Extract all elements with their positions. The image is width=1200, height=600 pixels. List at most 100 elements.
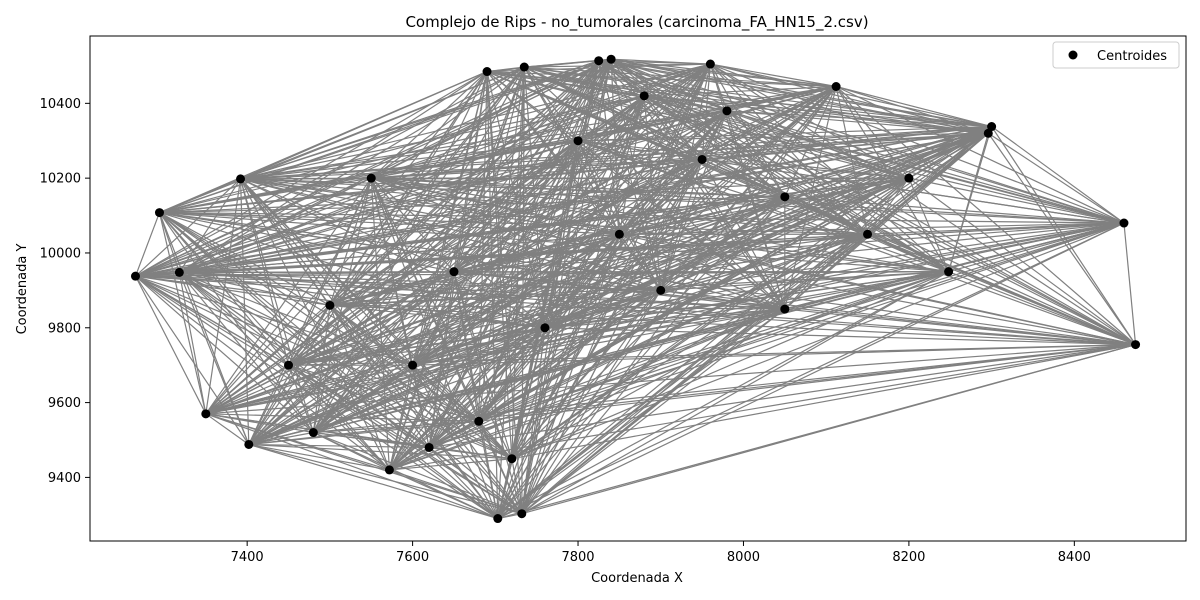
centroid-point xyxy=(130,271,140,281)
rips-edge xyxy=(313,196,786,434)
rips-edge xyxy=(288,327,546,366)
rips-edge xyxy=(179,71,488,273)
centroid-point xyxy=(780,192,790,202)
rips-edge xyxy=(544,95,645,329)
rips-edge xyxy=(313,327,546,434)
rips-edge xyxy=(544,140,579,328)
rips-edge xyxy=(288,85,837,366)
x-tick-label: 7600 xyxy=(396,550,429,565)
centroid-point xyxy=(705,59,715,69)
centroid-point xyxy=(519,62,529,72)
rips-edge xyxy=(497,196,786,519)
rips-edge xyxy=(288,289,661,366)
rips-edge xyxy=(312,178,372,433)
rips-edge xyxy=(159,212,331,306)
rips-edge xyxy=(643,95,662,291)
rips-edge xyxy=(835,85,992,128)
rips-edge xyxy=(577,140,703,161)
y-tick-label: 9600 xyxy=(48,396,81,411)
rips-edge xyxy=(497,63,711,519)
rips-edge xyxy=(288,364,523,515)
rips-edge xyxy=(288,364,513,460)
rips-edge xyxy=(248,431,314,446)
rips-edge xyxy=(577,58,612,141)
rips-edge xyxy=(521,344,1136,515)
rips-edge xyxy=(521,327,546,514)
rips-edge xyxy=(134,212,161,277)
rips-edge xyxy=(709,63,949,273)
rips-edge xyxy=(313,233,868,434)
rips-edge xyxy=(478,308,786,422)
centroid-point xyxy=(449,267,459,277)
rips-edge xyxy=(178,271,499,520)
rips-edge xyxy=(544,222,1125,329)
rips-edge xyxy=(428,446,523,515)
rips-edge xyxy=(521,308,786,515)
rips-edge xyxy=(644,95,992,128)
centroid-point xyxy=(284,360,294,370)
rips-edge xyxy=(867,222,1124,235)
rips-edge xyxy=(428,177,910,449)
rips-edges xyxy=(134,58,1137,520)
plot-frame xyxy=(89,35,1187,542)
rips-edge xyxy=(288,364,479,422)
rips-edge xyxy=(511,327,546,459)
rips-edge xyxy=(428,159,703,448)
rips-edge xyxy=(610,59,662,291)
y-tick-label: 10000 xyxy=(40,246,81,261)
centroid-point xyxy=(697,154,707,164)
x-tick-label: 8200 xyxy=(892,550,925,565)
rips-edge xyxy=(412,364,480,422)
rips-edge xyxy=(412,308,785,366)
rips-edge xyxy=(497,290,662,519)
centroid-point xyxy=(493,514,503,524)
rips-edge xyxy=(205,413,250,445)
rips-edge xyxy=(312,158,703,434)
rips-edge xyxy=(288,66,525,366)
x-tick-label: 8400 xyxy=(1058,550,1091,565)
rips-edge xyxy=(660,222,1125,291)
rips-edge xyxy=(511,177,910,460)
rips-edge xyxy=(521,271,949,515)
centroid-point xyxy=(722,106,732,116)
rips-edge xyxy=(428,63,711,448)
rips-edge xyxy=(428,308,786,449)
centroid-point xyxy=(944,267,954,277)
rips-edge xyxy=(371,63,711,179)
rips-edge xyxy=(370,71,488,179)
rips-edge xyxy=(248,60,600,445)
rips-edge xyxy=(412,271,949,366)
rips-edge xyxy=(835,86,1136,346)
centroid-point xyxy=(987,122,997,132)
rips-edge xyxy=(329,304,546,329)
rips-edge xyxy=(497,271,949,520)
rips-edge xyxy=(158,212,314,433)
rips-edge xyxy=(313,431,430,449)
rips-edge xyxy=(908,177,1136,346)
rips-edge xyxy=(453,271,661,291)
rips-edge xyxy=(453,271,1136,346)
rips-edge xyxy=(1123,222,1137,345)
x-tick-label: 8000 xyxy=(727,550,760,565)
rips-edge xyxy=(618,95,645,235)
rips-edge xyxy=(389,222,1125,471)
rips-edge xyxy=(453,110,728,273)
rips-edge xyxy=(428,222,1125,449)
rips-edge xyxy=(389,271,949,471)
rips-edge xyxy=(784,271,949,310)
rips-edge xyxy=(618,233,662,291)
centroid-point xyxy=(154,208,164,218)
rips-edge xyxy=(726,110,1125,224)
rips-edge xyxy=(178,178,242,273)
rips-edge xyxy=(313,308,785,434)
rips-edge xyxy=(835,85,989,134)
rips-edge xyxy=(370,58,612,179)
rips-edge xyxy=(784,233,868,310)
rips-edge xyxy=(205,177,910,415)
rips-edge xyxy=(179,271,331,306)
rips-edge xyxy=(478,420,513,460)
rips-edge xyxy=(497,222,1125,520)
rips-edge xyxy=(784,132,989,198)
rips-edge xyxy=(701,159,786,310)
